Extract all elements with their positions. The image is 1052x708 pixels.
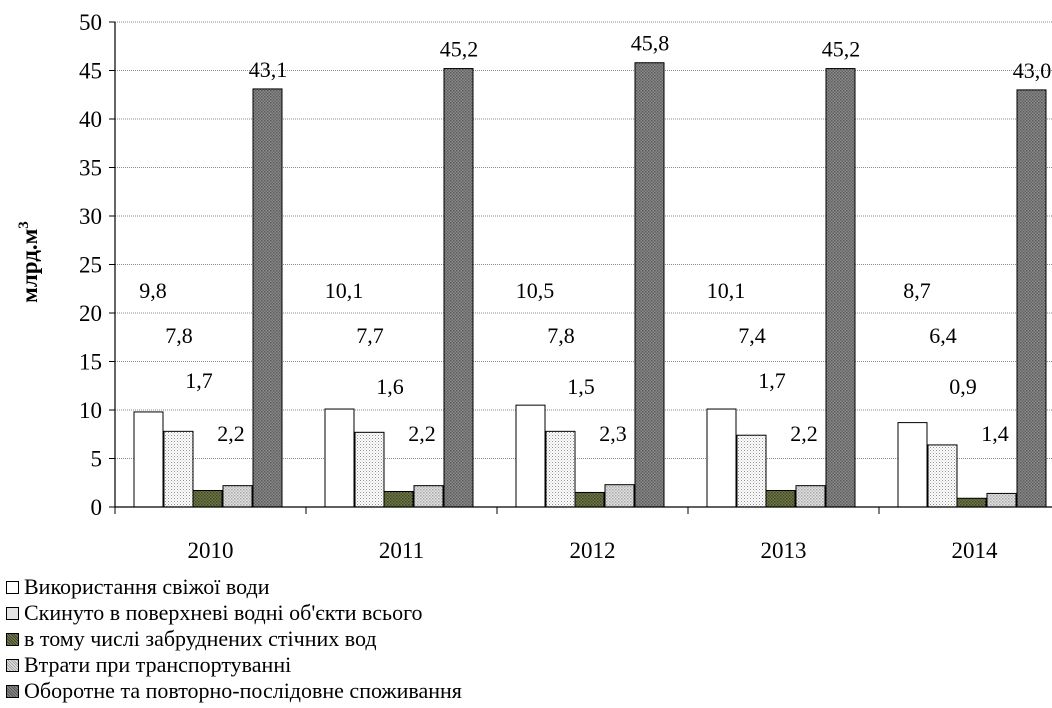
y-tick-label: 45 — [79, 59, 102, 84]
x-tick-label: 2012 — [570, 538, 616, 563]
chart-legend: Використання свіжої води Скинуто в повер… — [6, 574, 462, 704]
legend-item: Використання свіжої води — [6, 574, 462, 600]
legend-item: Оборотне та повторно-послідовне споживан… — [6, 678, 462, 704]
bar-polluted — [765, 490, 796, 508]
bar-recycled — [1016, 89, 1047, 508]
data-label-discharged: 6,4 — [929, 323, 957, 348]
y-tick-label: 5 — [91, 447, 103, 472]
bar-transport-losses — [795, 485, 826, 508]
y-tick-label: 10 — [79, 398, 102, 423]
bar-polluted — [574, 491, 605, 508]
bar-fresh-water — [324, 408, 355, 508]
bar-polluted — [192, 490, 223, 508]
bar-recycled — [443, 68, 474, 508]
legend-swatch-fresh-water — [6, 580, 19, 594]
data-label-discharged: 7,8 — [547, 323, 575, 348]
y-tick-label: 25 — [79, 253, 102, 278]
bar-transport-losses — [604, 484, 635, 508]
data-label-discharged: 7,4 — [738, 323, 766, 348]
data-label-transport-losses: 2,2 — [408, 421, 436, 446]
x-tick-label: 2010 — [188, 538, 234, 563]
bar-discharged — [354, 431, 385, 508]
legend-label: в тому числі забруднених стічних вод — [24, 626, 377, 651]
legend-swatch-transport-losses — [6, 658, 19, 672]
data-label-polluted: 0,9 — [949, 374, 977, 399]
data-label-recycled: 45,8 — [631, 31, 670, 56]
data-label-discharged: 7,7 — [356, 323, 384, 348]
bar-fresh-water — [897, 422, 928, 508]
bar-recycled — [634, 62, 665, 508]
bar-fresh-water — [133, 411, 164, 508]
data-label-polluted: 1,7 — [758, 368, 786, 393]
legend-item: Скинуто в поверхневі водні об'єкти всьог… — [6, 600, 462, 626]
legend-label: Використання свіжої води — [24, 574, 270, 599]
x-tick-label: 2013 — [761, 538, 807, 563]
x-tick-label: 2014 — [952, 538, 999, 563]
legend-swatch-discharged — [6, 606, 19, 620]
data-label-transport-losses: 1,4 — [981, 421, 1009, 446]
y-tick-label: 0 — [91, 495, 103, 520]
chart-plot: 0 5 10 15 20 25 30 35 40 45 50 2010 2011 2012 2013 2014… — [16, 10, 1052, 563]
data-label-transport-losses: 2,3 — [599, 421, 627, 446]
data-label-recycled: 45,2 — [440, 37, 479, 62]
data-label-fresh-water: 8,7 — [903, 278, 931, 303]
data-label-polluted: 1,6 — [376, 374, 404, 399]
y-tick-label: 15 — [79, 350, 102, 375]
bar-recycled — [252, 88, 283, 508]
legend-item: в тому числі забруднених стічних вод — [6, 626, 462, 652]
bar-discharged — [927, 444, 958, 508]
bar-discharged — [163, 430, 194, 508]
bar-fresh-water — [515, 404, 546, 508]
legend-item: Втрати при транспортуванні — [6, 652, 462, 678]
data-label-fresh-water: 10,1 — [707, 278, 746, 303]
data-label-transport-losses: 2,2 — [790, 421, 818, 446]
legend-label: Скинуто в поверхневі водні об'єкти всьог… — [24, 600, 423, 625]
data-label-polluted: 1,7 — [185, 368, 213, 393]
data-label-fresh-water: 9,8 — [139, 278, 167, 303]
data-label-recycled: 43,0 — [1013, 58, 1052, 83]
data-label-polluted: 1,5 — [567, 374, 595, 399]
y-axis-label: млрд.м3 — [16, 221, 42, 303]
y-tick-label: 35 — [79, 156, 102, 181]
legend-label: Втрати при транспортуванні — [24, 652, 292, 677]
bar-fresh-water — [706, 408, 737, 508]
data-label-fresh-water: 10,1 — [325, 278, 364, 303]
bar-transport-losses — [413, 485, 444, 508]
y-tick-label: 20 — [79, 301, 102, 326]
legend-swatch-polluted — [6, 632, 19, 646]
y-tick-label: 50 — [79, 10, 102, 35]
y-tick-label: 40 — [79, 107, 102, 132]
legend-label: Оборотне та повторно-послідовне споживан… — [24, 678, 462, 703]
bar-discharged — [736, 434, 767, 508]
bar-polluted — [383, 490, 414, 508]
y-tick-label: 30 — [79, 204, 102, 229]
data-label-fresh-water: 10,5 — [516, 278, 555, 303]
data-label-recycled: 43,1 — [249, 57, 288, 82]
bar-transport-losses — [986, 492, 1017, 508]
bar-polluted — [956, 497, 987, 508]
bar-recycled — [825, 68, 856, 508]
data-label-recycled: 45,2 — [822, 37, 861, 62]
bar-discharged — [545, 430, 576, 508]
legend-swatch-recycled — [6, 684, 19, 698]
data-label-discharged: 7,8 — [165, 323, 193, 348]
data-label-transport-losses: 2,2 — [217, 421, 245, 446]
x-tick-label: 2011 — [379, 538, 424, 563]
bar-transport-losses — [222, 485, 253, 508]
